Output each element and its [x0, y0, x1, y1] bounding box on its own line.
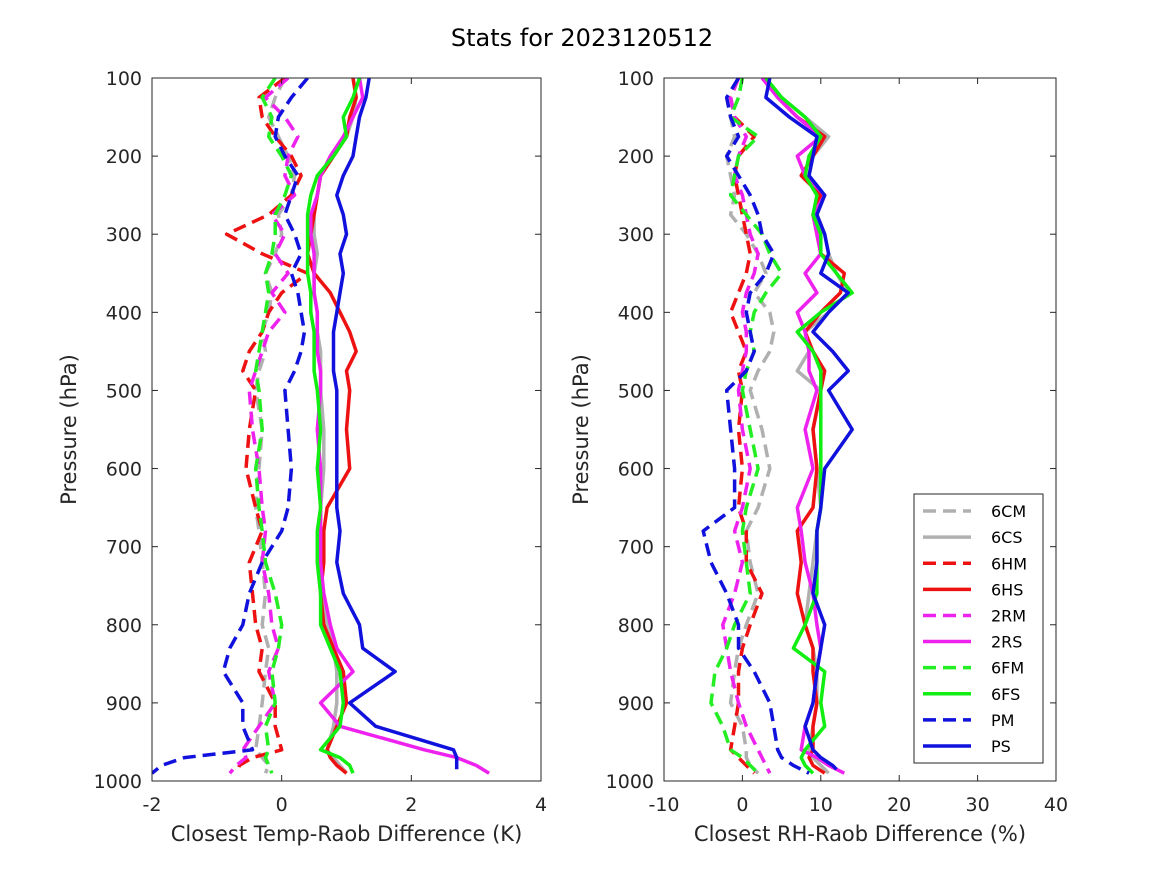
rh-ytick-label: 400 [618, 302, 654, 324]
temp-series-6fs-line [305, 78, 362, 774]
rh-series-6hs-line [764, 78, 847, 775]
temp-series-6fm-line [253, 78, 294, 774]
rh-series-6cm-line [724, 78, 776, 775]
rh-xtick-label: -10 [648, 794, 679, 816]
temp-ytick-label: 800 [106, 615, 142, 637]
rh-ytick-label: 700 [618, 537, 654, 559]
rh-series-6hm-line [728, 78, 764, 775]
legend-label-6hm: 6HM [991, 554, 1027, 573]
legend-label-6fs: 6FS [991, 685, 1020, 704]
rh-panel: -10 0 10 20 30 40 100 200 300 400 500 600 700 800 900 1… [569, 68, 1068, 846]
temp-ytick-label: 600 [106, 459, 142, 481]
legend-label-2rs: 2RS [991, 633, 1022, 652]
temp-series-2rs-line [309, 78, 491, 775]
temp-ytick-label: 200 [106, 146, 142, 168]
rh-series-group [701, 78, 854, 775]
rh-ytick-label: 200 [618, 146, 654, 168]
temp-x-axis-label: Closest Temp-Raob Difference (K) [171, 822, 523, 846]
rh-series-pm-line [701, 78, 810, 775]
temp-ytick-label: 100 [106, 68, 142, 90]
rh-xtick-label: 40 [1044, 794, 1068, 816]
rh-ytick-label: 500 [618, 380, 654, 402]
temp-xtick-label: 4 [535, 794, 547, 816]
temp-xtick-label: -2 [143, 794, 162, 816]
temp-ytick-label: 700 [106, 537, 142, 559]
rh-xtick-label: 20 [887, 794, 911, 816]
temp-ytick-label: 900 [106, 693, 142, 715]
legend-label-2rm: 2RM [991, 606, 1026, 625]
rh-ytick-label: 100 [618, 68, 654, 90]
rh-ytick-label: 600 [618, 459, 654, 481]
figure-title: Stats for 2023120512 [451, 24, 713, 52]
temp-xtick-label: 2 [405, 794, 417, 816]
temp-axes-box [151, 77, 542, 782]
rh-ytick-label: 800 [618, 615, 654, 637]
temp-series-ps-line [331, 78, 459, 770]
rh-xtick-label: 0 [736, 794, 748, 816]
rh-ytick-label: 1000 [606, 771, 654, 793]
rh-x-axis-label: Closest RH-Raob Difference (%) [694, 822, 1026, 846]
legend-label-6cm: 6CM [991, 502, 1026, 521]
temp-ytick-label: 500 [106, 380, 142, 402]
temp-series-group [152, 78, 491, 775]
temp-ytick-label: 400 [106, 302, 142, 324]
legend-label-6fm: 6FM [991, 659, 1024, 678]
legend-label-6hs: 6HS [991, 580, 1023, 599]
temp-ytick-label: 300 [106, 224, 142, 246]
rh-ytick-label: 300 [618, 224, 654, 246]
legend-label-pm: PM [991, 711, 1014, 730]
legend-label-6cs: 6CS [991, 528, 1023, 547]
temp-panel: -2 0 2 4 100 200 300 400 500 600 700 800 900 1000 Clos… [57, 68, 547, 846]
temp-y-axis-label: Pressure (hPa) [57, 354, 81, 505]
temp-xtick-label: 0 [276, 794, 288, 816]
rh-y-axis-label: Pressure (hPa) [569, 354, 593, 505]
temp-ytick-label: 1000 [94, 771, 142, 793]
rh-series-2rm-line [721, 78, 772, 774]
rh-series-6fs-line [764, 78, 854, 775]
legend: 6CM 6CS 6HM 6HS 2RM 2RS 6FM 6FS PM PS [913, 493, 1044, 764]
rh-xtick-label: 30 [966, 794, 990, 816]
rh-xtick-label: 10 [809, 794, 833, 816]
rh-series-6fm-line [709, 78, 784, 775]
legend-label-ps: PS [991, 737, 1011, 756]
rh-axes-box [663, 77, 1057, 782]
legend-box [913, 493, 1044, 764]
rh-series-ps-line [764, 78, 854, 771]
temp-series-pm-line [152, 78, 309, 775]
rh-ytick-label: 900 [618, 693, 654, 715]
